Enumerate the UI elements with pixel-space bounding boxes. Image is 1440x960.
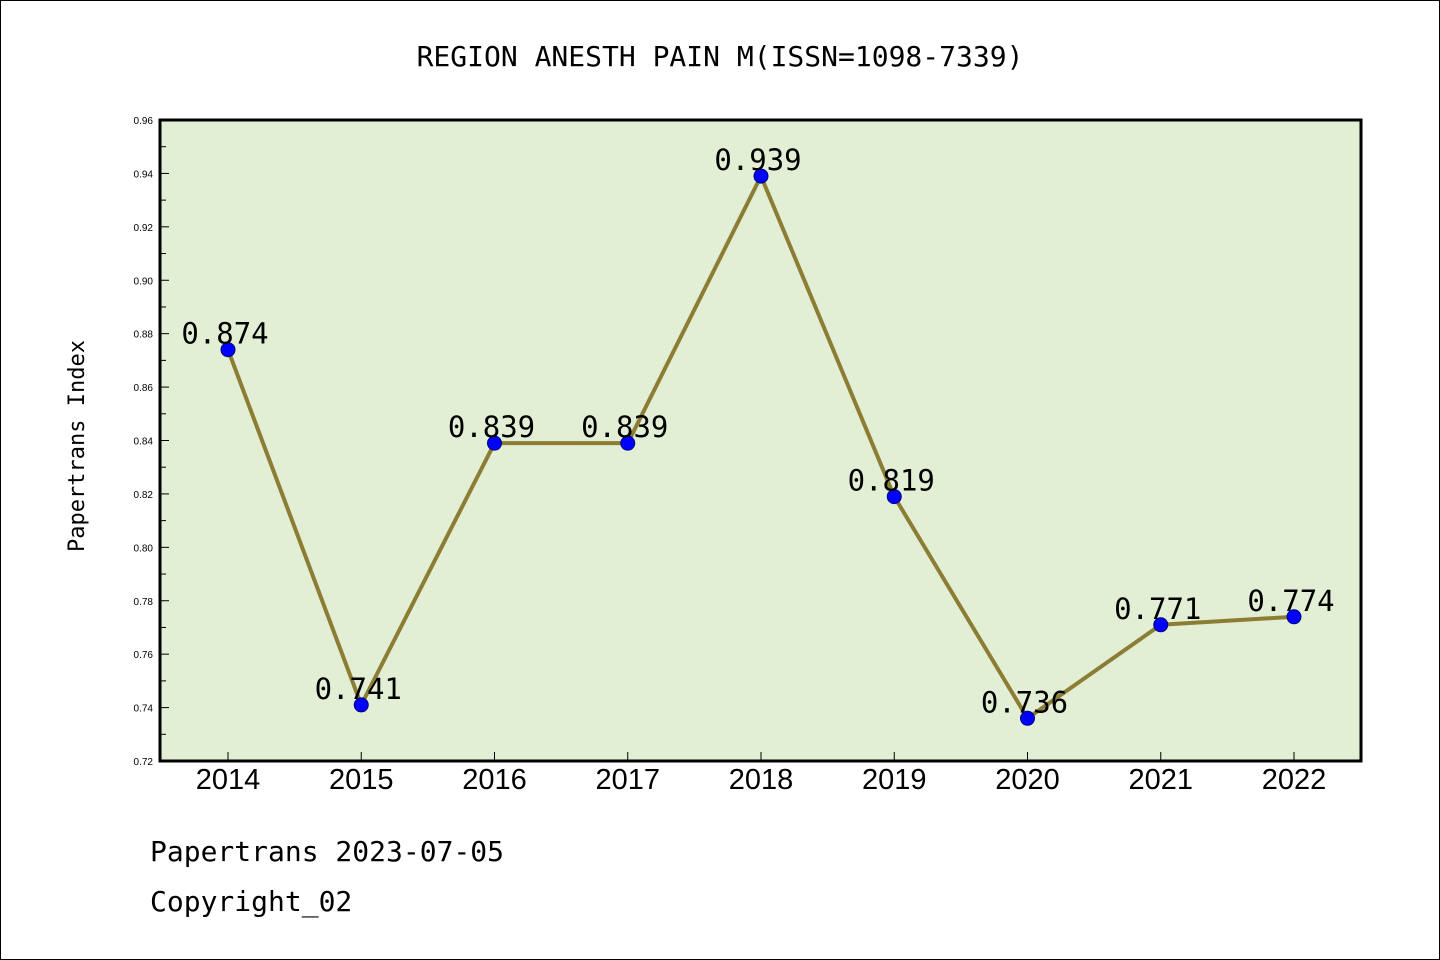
data-label: 0.939	[714, 143, 801, 177]
plot-border	[158, 118, 1363, 763]
data-point-marker	[753, 168, 769, 184]
x-tick-label: 2014	[196, 764, 261, 796]
data-label: 0.839	[581, 410, 668, 444]
x-tick-label: 2018	[729, 764, 794, 796]
y-axis-label: Papertrans Index	[65, 340, 90, 552]
data-point-marker	[353, 697, 369, 713]
footer-date-text: Papertrans 2023-07-05	[150, 835, 505, 868]
data-label: 0.874	[181, 317, 268, 351]
x-tick-label: 2017	[595, 764, 660, 796]
data-label: 0.741	[315, 672, 402, 706]
y-tick-label: 0.72	[134, 757, 154, 768]
y-tick-label: 0.80	[134, 543, 154, 554]
y-tick-label: 0.94	[134, 169, 154, 180]
plot-area	[160, 120, 1361, 761]
y-tick-label: 0.88	[134, 330, 154, 341]
x-tick-label: 2019	[862, 764, 927, 796]
data-label: 0.819	[848, 464, 935, 498]
footer-copyright-text: Copyright_02	[150, 885, 353, 918]
data-point-marker	[620, 435, 636, 451]
data-point-marker	[487, 435, 502, 451]
y-tick-label: 0.82	[134, 490, 154, 501]
y-tick-label: 0.76	[134, 650, 154, 661]
y-tick-label: 0.86	[134, 383, 154, 394]
data-label: 0.839	[448, 410, 535, 444]
x-axis: 2014 2015 2016 2017 2018 2019 2020 2021 2022	[196, 752, 1327, 796]
x-tick-label: 2022	[1262, 764, 1327, 796]
data-label: 0.774	[1247, 584, 1334, 618]
x-tick-label: 2015	[329, 764, 394, 796]
data-point-marker	[886, 489, 902, 505]
data-point-marker	[220, 342, 236, 358]
data-labels: 0.874 0.741 0.839 0.839 0.939 0.819 0.736 0.771…	[181, 143, 1334, 719]
y-tick-label: 0.78	[134, 597, 154, 608]
y-tick-label: 0.90	[134, 276, 154, 287]
data-label: 0.736	[981, 685, 1068, 719]
data-point-marker	[1286, 609, 1302, 625]
x-tick-label: 2021	[1128, 764, 1193, 796]
y-tick-label: 0.96	[134, 116, 154, 127]
chart-title: REGION ANESTH PAIN M(ISSN=1098-7339)	[417, 40, 1024, 73]
data-label: 0.771	[1114, 592, 1201, 626]
y-axis: 0.72 0.74 0.76 0.78 0.80 0.82 0.84 0.86 0.88 0.90…	[134, 116, 169, 768]
y-tick-label: 0.92	[134, 223, 154, 234]
data-point-marker	[1153, 617, 1169, 633]
y-tick-label: 0.84	[134, 437, 154, 448]
series	[220, 168, 1302, 726]
y-tick-label: 0.74	[134, 704, 154, 715]
data-point-marker	[1020, 710, 1035, 726]
x-tick-label: 2016	[462, 764, 527, 796]
x-tick-label: 2020	[995, 764, 1060, 796]
